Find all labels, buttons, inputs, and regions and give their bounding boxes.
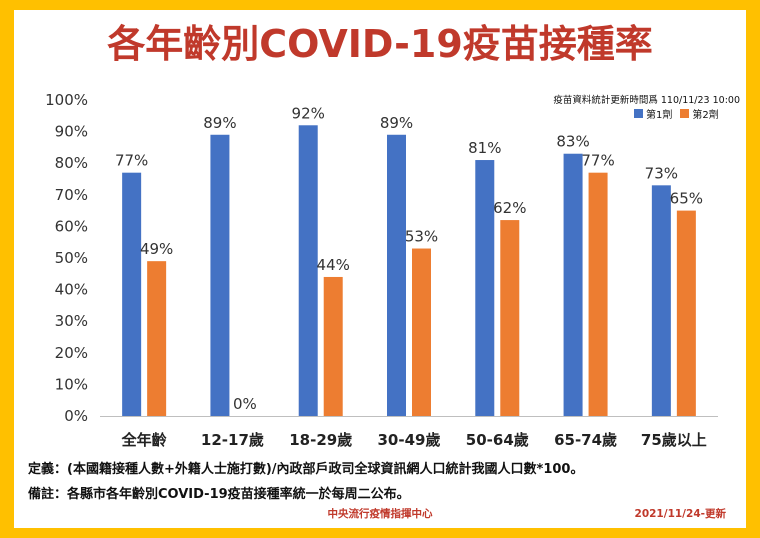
bar-dose1 <box>387 134 406 416</box>
bar-dose2 <box>147 261 167 416</box>
legend-label-dose1: 第1劑 <box>646 109 673 121</box>
data-label: 73% <box>645 164 678 182</box>
x-tick-label: 65-74歲 <box>554 431 617 449</box>
page-title: 各年齡別COVID-19疫苗接種率 <box>107 22 653 66</box>
legend-swatch-dose2 <box>680 108 690 118</box>
bar-dose2 <box>500 220 520 416</box>
data-label: 77% <box>115 152 148 170</box>
y-tick-label: 40% <box>55 281 88 299</box>
bar-dose1 <box>563 153 583 416</box>
legend-item-dose2: 第2劑 <box>680 106 719 121</box>
bar-dose2 <box>412 248 431 416</box>
data-label: 62% <box>493 199 526 217</box>
bar-dose2 <box>676 210 696 416</box>
source-label: 中央流行疫情指揮中心 <box>327 508 433 520</box>
data-label: 89% <box>380 114 413 132</box>
footnote-definition: 定義：(本國籍接種人數+外籍人士施打數)/內政部戶政司全球資訊網人口統計我國人口… <box>28 462 584 477</box>
y-tick-label: 0% <box>64 407 88 425</box>
data-label: 53% <box>405 228 438 246</box>
y-tick-label: 60% <box>55 217 88 235</box>
bar-dose1 <box>475 160 495 416</box>
footnote-remark: 備註：各縣市各年齡別COVID-19疫苗接種率統一於每周二公布。 <box>28 487 410 502</box>
data-label: 65% <box>670 190 703 208</box>
y-tick-label: 100% <box>45 91 88 109</box>
update-time-note: 疫苗資料統計更新時間爲 110/11/23 10:00 <box>553 95 740 106</box>
y-tick-label: 30% <box>55 312 88 330</box>
update-date: 2021/11/24-更新 <box>634 508 726 520</box>
data-label: 83% <box>556 133 589 151</box>
x-tick-label: 75歲以上 <box>641 431 707 449</box>
y-tick-label: 20% <box>55 344 88 362</box>
data-label: 49% <box>140 240 173 258</box>
y-tick-label: 50% <box>55 249 88 267</box>
bar-dose2 <box>588 172 608 416</box>
bar-dose1 <box>298 125 318 416</box>
data-label: 92% <box>292 104 325 122</box>
bar-dose1 <box>122 172 142 416</box>
x-tick-label: 全年齡 <box>121 431 167 449</box>
x-tick-label: 12-17歲 <box>201 431 264 449</box>
data-label: 0% <box>233 395 257 413</box>
data-label: 89% <box>203 114 236 132</box>
legend-swatch-dose1 <box>634 108 643 118</box>
data-label: 81% <box>468 139 501 157</box>
bar-dose1 <box>210 134 230 416</box>
legend-item-dose1: 第1劑 <box>634 106 672 121</box>
y-tick-label: 80% <box>55 154 88 172</box>
data-label: 77% <box>581 152 614 170</box>
legend: 第1劑 第2劑 <box>634 106 727 121</box>
x-tick-label: 30-49歲 <box>378 431 441 449</box>
x-tick-label: 18-29歲 <box>289 431 352 449</box>
x-tick-label: 50-64歲 <box>466 431 529 449</box>
y-tick-label: 90% <box>55 123 88 141</box>
data-label: 44% <box>317 256 350 274</box>
bar-dose1 <box>651 185 671 416</box>
y-tick-label: 10% <box>55 375 88 393</box>
y-tick-label: 70% <box>55 186 88 204</box>
bar-dose2 <box>323 276 343 416</box>
legend-label-dose2: 第2劑 <box>692 109 719 121</box>
